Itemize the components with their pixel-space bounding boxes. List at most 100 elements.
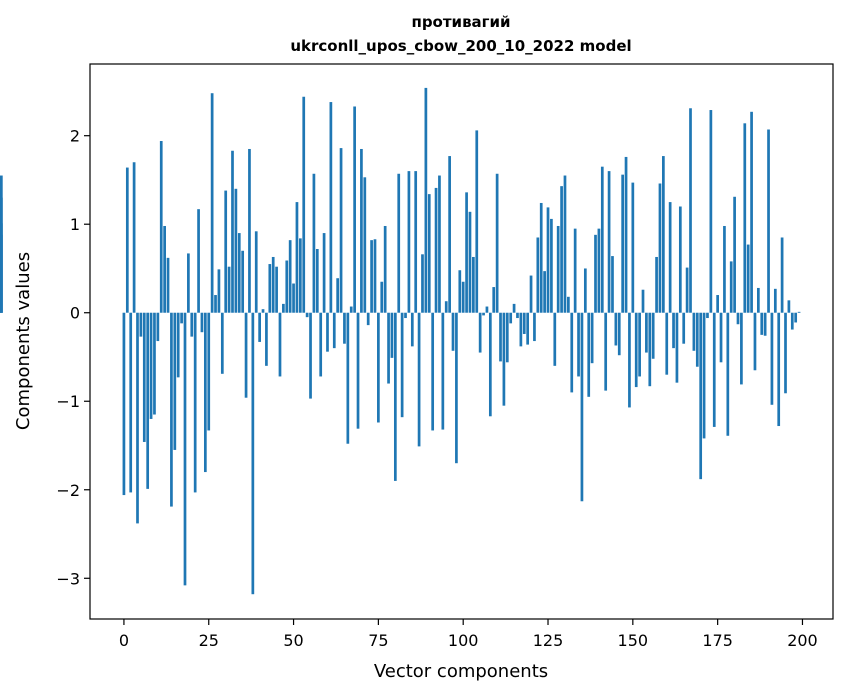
bar (614, 312, 618, 346)
bar (285, 260, 289, 313)
bar (180, 312, 183, 324)
bar (563, 175, 567, 313)
bar (349, 306, 353, 313)
y-tick-label: 1 (70, 215, 80, 234)
bar (499, 312, 502, 362)
bar (475, 130, 479, 313)
bar (702, 312, 706, 439)
plot-frame (89, 63, 834, 620)
bar (465, 192, 468, 313)
bar (220, 312, 224, 374)
bar (539, 202, 543, 313)
bar (356, 312, 360, 429)
bar (353, 106, 356, 313)
bar (729, 261, 733, 313)
bar (668, 202, 672, 313)
bar (200, 312, 204, 333)
bar (390, 312, 394, 358)
bar (231, 150, 234, 313)
bar (190, 312, 194, 337)
bar (404, 312, 407, 319)
bar (719, 312, 723, 363)
x-tick-label: 0 (119, 631, 129, 650)
bar (461, 281, 465, 313)
bar (434, 187, 438, 313)
bar (553, 312, 557, 366)
x-tick-label: 100 (448, 631, 479, 650)
bar (234, 188, 238, 313)
bar (156, 312, 160, 342)
bar (360, 148, 363, 313)
bar (400, 312, 404, 418)
bar (451, 312, 455, 351)
bar (149, 312, 153, 419)
bar (733, 196, 736, 313)
bar (567, 296, 570, 313)
bar (662, 156, 665, 313)
bar (638, 312, 641, 377)
bar (634, 312, 638, 388)
bar (0, 175, 3, 313)
bar (312, 173, 316, 313)
bar (709, 110, 713, 313)
bar (604, 312, 608, 391)
bar (383, 225, 387, 313)
bar (227, 266, 231, 313)
bar (594, 234, 597, 313)
bar (326, 312, 329, 352)
bar (292, 283, 295, 313)
bar (278, 312, 282, 377)
bar (207, 312, 211, 431)
bar (448, 156, 451, 313)
bar (170, 312, 173, 507)
bar (363, 177, 367, 313)
bar (502, 312, 506, 406)
bar (302, 96, 306, 313)
bar (431, 312, 435, 431)
bar (251, 312, 255, 595)
bar (767, 129, 770, 313)
bar (645, 312, 648, 353)
bar (438, 175, 441, 313)
bar (237, 233, 241, 313)
bar (631, 182, 635, 313)
bar (550, 218, 553, 313)
bar (790, 312, 794, 330)
bar (332, 312, 336, 349)
bar (322, 233, 326, 313)
bar (743, 123, 747, 313)
bar (726, 312, 730, 436)
bar (139, 312, 143, 337)
x-axis-label: Vector components (374, 661, 548, 682)
bar (183, 312, 187, 586)
bar (248, 148, 251, 313)
y-tick-label: 0 (70, 304, 80, 323)
bar (309, 312, 312, 399)
bar (136, 312, 139, 524)
bar (777, 312, 781, 427)
bar (214, 295, 217, 313)
bar (173, 312, 177, 450)
bar (651, 312, 655, 359)
bar (176, 312, 180, 378)
bar (142, 312, 146, 442)
bar (577, 312, 580, 377)
y-tick-label: −2 (56, 481, 80, 500)
bar (716, 295, 719, 313)
bar (723, 225, 726, 313)
bar (282, 303, 285, 313)
bar (784, 312, 787, 394)
y-tick-label: −3 (56, 569, 80, 588)
bar (421, 254, 424, 313)
bar (583, 268, 587, 313)
bar (132, 162, 136, 313)
bar (472, 256, 475, 313)
bar (590, 312, 594, 364)
y-axis-label: Components values (13, 252, 34, 430)
bar (587, 312, 591, 397)
bar (509, 312, 513, 324)
bar (410, 312, 414, 347)
x-tick-label: 200 (787, 631, 818, 650)
bar (763, 312, 767, 336)
bar (597, 228, 601, 313)
